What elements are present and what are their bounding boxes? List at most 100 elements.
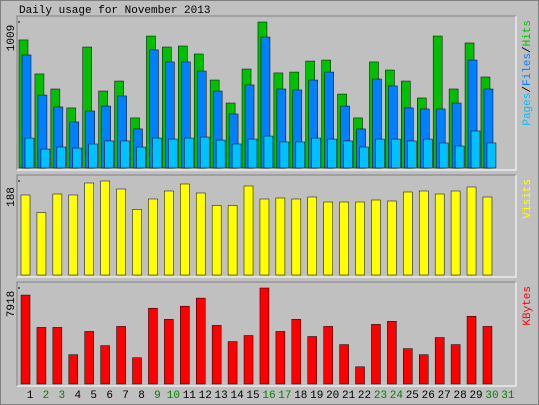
bar <box>195 297 206 385</box>
x-tick-label: 27 <box>438 390 451 402</box>
bar <box>343 140 353 169</box>
bar <box>132 357 142 385</box>
bar <box>359 146 369 169</box>
bar <box>275 331 286 385</box>
x-tick-label: 20 <box>326 390 339 402</box>
x-tick-label: 9 <box>154 390 161 402</box>
bar <box>24 137 35 169</box>
x-tick-label: 3 <box>59 390 66 402</box>
bar <box>36 212 47 276</box>
bar <box>243 335 254 385</box>
x-tick-label: 5 <box>90 390 97 402</box>
x-tick-label: 12 <box>199 390 212 402</box>
x-tick-label: 21 <box>342 390 356 402</box>
x-tick-label: 8 <box>138 390 145 402</box>
x-tick-label: 23 <box>374 390 387 402</box>
bar <box>407 140 417 169</box>
bar <box>279 141 290 169</box>
bar <box>20 194 31 276</box>
bar <box>68 194 79 276</box>
legend-entry: Pages <box>522 93 534 126</box>
bar <box>100 345 110 385</box>
bar <box>120 140 130 169</box>
bar <box>36 327 47 385</box>
bar <box>247 138 258 169</box>
bar <box>180 183 190 276</box>
bar <box>419 354 429 385</box>
bar <box>434 193 445 276</box>
bar <box>116 188 126 276</box>
legend-entry: KBytes <box>522 286 534 326</box>
x-tick-label: 22 <box>358 390 371 402</box>
legend-entry: Visits <box>522 179 534 219</box>
y-tick-label: 188 <box>6 187 18 207</box>
bar <box>311 137 321 169</box>
bar <box>323 201 333 276</box>
bar <box>164 319 174 385</box>
legend: Visits <box>522 179 534 219</box>
x-tick-label: 14 <box>230 390 244 402</box>
panel-bevel <box>16 281 516 386</box>
bar <box>371 324 381 385</box>
bar <box>423 138 433 169</box>
legend-separator: / <box>522 46 534 53</box>
bar <box>434 337 445 385</box>
bar <box>482 326 493 385</box>
y-tick-label: 1009 <box>6 25 18 51</box>
x-tick-label: 31 <box>501 390 515 402</box>
bar <box>56 146 67 169</box>
bar <box>295 141 306 169</box>
x-tick-label: 26 <box>422 390 435 402</box>
x-tick-label: 18 <box>294 390 307 402</box>
x-tick-label: 19 <box>310 390 323 402</box>
bar <box>454 145 465 169</box>
x-tick-label: 2 <box>43 390 50 402</box>
x-tick-label: 13 <box>215 390 228 402</box>
x-tick-label: 11 <box>183 390 197 402</box>
bar <box>168 138 178 169</box>
bar <box>307 336 317 385</box>
bar <box>466 186 477 276</box>
bar <box>355 201 365 276</box>
legend: Pages/Files/Hits <box>522 20 534 126</box>
bar <box>275 197 286 276</box>
bar <box>211 325 222 385</box>
x-tick-label: 6 <box>106 390 113 402</box>
panel-bevel <box>16 15 516 170</box>
chart-title: Daily usage for November 2013 <box>19 5 210 17</box>
x-tick-label: 7 <box>122 390 129 402</box>
bar <box>391 138 401 169</box>
bar <box>20 294 31 385</box>
bar <box>84 182 94 276</box>
legend-separator: / <box>522 86 534 93</box>
panel-bevel <box>17 175 517 278</box>
bar <box>291 319 302 385</box>
bar <box>482 196 493 276</box>
bar <box>486 142 497 169</box>
x-tick-label: 24 <box>390 390 404 402</box>
bar <box>84 331 94 385</box>
legend: KBytes <box>522 286 534 326</box>
bar <box>72 147 83 169</box>
bar <box>291 198 302 276</box>
bar <box>215 139 226 169</box>
legend-entry: Files <box>522 53 534 86</box>
bar <box>227 341 238 385</box>
bar <box>184 137 194 169</box>
bar <box>259 198 270 276</box>
bar <box>195 192 206 276</box>
bar <box>40 148 51 169</box>
bar <box>403 191 413 276</box>
bar <box>307 196 317 276</box>
bar <box>180 305 190 385</box>
bar <box>52 327 63 385</box>
x-tick-label: 28 <box>454 390 467 402</box>
bar <box>259 287 270 385</box>
bar <box>148 307 158 385</box>
legend-entry: Hits <box>522 20 534 46</box>
bar <box>470 130 481 169</box>
bar <box>52 193 63 276</box>
panel-bevel <box>16 174 516 277</box>
x-tick-label: 1 <box>27 390 34 402</box>
